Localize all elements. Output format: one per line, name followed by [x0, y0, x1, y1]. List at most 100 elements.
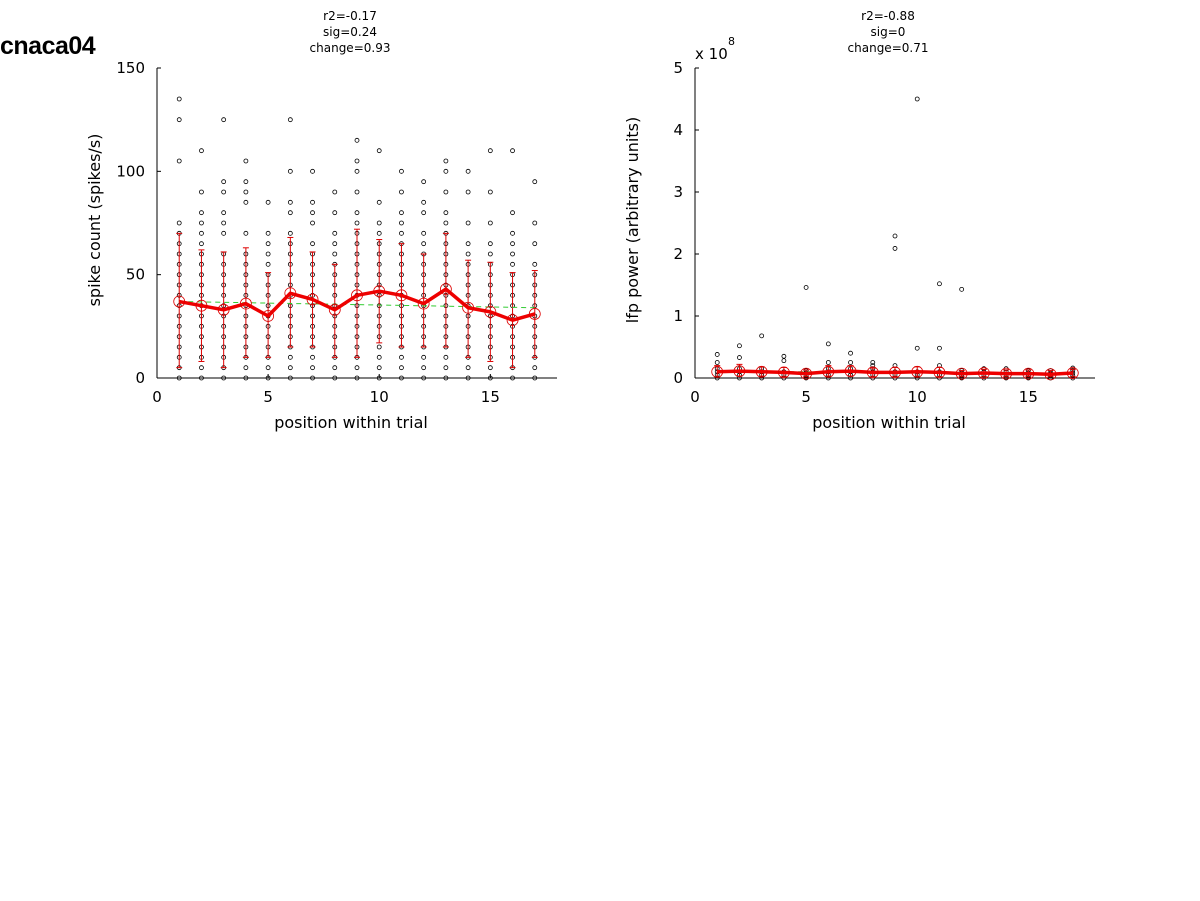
mean-marker [439, 283, 452, 296]
data-point [421, 354, 427, 360]
data-point [376, 375, 382, 381]
data-point [354, 210, 360, 216]
data-point [510, 210, 515, 216]
data-point [310, 241, 315, 247]
figure-title: cnaca04 [0, 32, 96, 60]
exponent-label: x 10 [695, 45, 728, 63]
data-point [487, 241, 493, 247]
data-point [421, 210, 427, 216]
data-point [443, 189, 449, 195]
data-point [487, 189, 493, 195]
data-point [199, 230, 204, 236]
data-point [443, 168, 449, 174]
mean-marker [1022, 367, 1035, 380]
data-point [376, 230, 382, 236]
data-point [781, 358, 787, 364]
data-point [221, 210, 227, 216]
data-point [376, 220, 382, 226]
data-point [399, 365, 404, 371]
mean-marker [528, 308, 541, 320]
data-point [443, 375, 449, 381]
mean-marker [239, 297, 252, 310]
data-point [399, 354, 404, 360]
data-point [914, 96, 920, 102]
data-point [332, 241, 338, 247]
data-point [443, 354, 449, 360]
data-point [848, 350, 853, 356]
data-point [287, 199, 293, 205]
mean-marker [417, 297, 430, 310]
mean-marker [866, 366, 879, 379]
data-point [714, 360, 720, 365]
data-point [443, 220, 449, 226]
y-tick-label: 0 [673, 369, 683, 387]
data-point [265, 365, 271, 371]
y-tick-label: 4 [673, 121, 683, 139]
data-point [199, 189, 204, 195]
y-tick-label: 2 [673, 245, 683, 263]
x-tick-label: 15 [1019, 388, 1038, 406]
mean-marker [195, 299, 208, 312]
data-point [243, 199, 249, 205]
mean-marker [328, 303, 341, 316]
data-point [421, 241, 427, 247]
data-point [243, 365, 249, 371]
data-point [759, 333, 765, 339]
data-point [199, 375, 204, 381]
mean-marker [1000, 367, 1013, 380]
data-point [354, 158, 360, 164]
mean-marker [173, 295, 186, 308]
data-point [532, 179, 538, 185]
data-point [781, 353, 787, 359]
data-point [421, 199, 427, 205]
data-point [332, 189, 338, 195]
data-point [354, 189, 360, 195]
x-axis-label: position within trial [274, 413, 428, 432]
data-point [959, 286, 965, 292]
data-point [221, 117, 227, 123]
y-tick-label: 100 [116, 162, 145, 180]
x-tick-label: 15 [481, 388, 500, 406]
mean-marker [395, 289, 408, 302]
data-point [465, 375, 471, 381]
mean-marker [733, 365, 746, 378]
data-point [265, 241, 271, 247]
annotation-text: r2=-0.88 [861, 9, 915, 23]
data-point [510, 251, 515, 257]
data-point [532, 375, 538, 381]
data-point [510, 148, 515, 154]
mean-marker [822, 365, 835, 378]
data-point [287, 230, 293, 236]
y-tick-label: 5 [673, 59, 683, 77]
data-point [465, 365, 471, 371]
data-point [221, 230, 227, 236]
data-point [487, 251, 493, 257]
data-point [399, 168, 404, 174]
mean-marker [1066, 367, 1079, 379]
mean-marker [844, 365, 857, 378]
data-point [332, 210, 338, 216]
y-tick-label: 0 [135, 369, 145, 387]
x-tick-label: 0 [690, 388, 700, 406]
mean-marker [284, 287, 297, 300]
data-point [221, 189, 227, 195]
data-point [310, 375, 315, 381]
data-point [870, 360, 876, 365]
data-point [399, 189, 404, 195]
mean-marker [933, 366, 946, 379]
data-point [487, 220, 493, 226]
data-point [221, 375, 227, 381]
data-point [421, 230, 427, 236]
y-tick-label: 3 [673, 183, 683, 201]
data-point [532, 365, 538, 371]
mean-line [178, 287, 536, 322]
data-point [332, 365, 338, 371]
y-axis-label: spike count (spikes/s) [85, 134, 104, 307]
x-tick-label: 5 [801, 388, 811, 406]
data-point [265, 261, 271, 267]
mean-marker [217, 303, 230, 316]
data-point [199, 210, 204, 216]
data-point [354, 137, 360, 143]
data-point [243, 375, 249, 381]
